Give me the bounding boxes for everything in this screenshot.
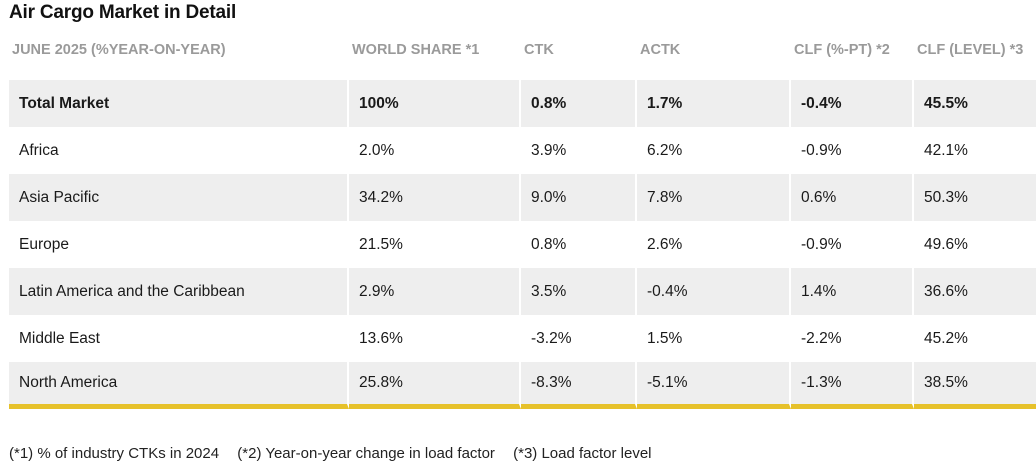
region-cell: Total Market bbox=[9, 80, 349, 127]
actk-cell: 1.5% bbox=[637, 315, 791, 362]
clf-level-cell: 50.3% bbox=[914, 174, 1036, 221]
ctk-cell: 3.9% bbox=[521, 127, 637, 174]
market-table: JUNE 2025 (%YEAR-ON-YEAR) WORLD SHARE *1… bbox=[9, 36, 1036, 409]
region-cell: Latin America and the Caribbean bbox=[9, 268, 349, 315]
region-cell: Middle East bbox=[9, 315, 349, 362]
ctk-cell: 3.5% bbox=[521, 268, 637, 315]
table-row-total-market: Total Market 100% 0.8% 1.7% -0.4% 45.5% bbox=[9, 80, 1036, 127]
clf-level-cell: 49.6% bbox=[914, 221, 1036, 268]
actk-cell: -0.4% bbox=[637, 268, 791, 315]
clf-level-cell: 38.5% bbox=[914, 362, 1036, 409]
spacer-cell bbox=[9, 69, 1036, 80]
footnote-2: (*2) Year-on-year change in load factor bbox=[237, 445, 495, 462]
region-cell: Africa bbox=[9, 127, 349, 174]
column-header-world-share: WORLD SHARE *1 bbox=[352, 42, 480, 58]
clf-pt-cell: -1.3% bbox=[791, 362, 914, 409]
clf-level-cell: 45.5% bbox=[914, 80, 1036, 127]
region-cell: North America bbox=[9, 362, 349, 409]
clf-level-cell: 42.1% bbox=[914, 127, 1036, 174]
table-row: Middle East 13.6% -3.2% 1.5% -2.2% 45.2% bbox=[9, 315, 1036, 362]
world-share-cell: 21.5% bbox=[349, 221, 521, 268]
footnote-3: (*3) Load factor level bbox=[513, 445, 652, 462]
clf-level-cell: 36.6% bbox=[914, 268, 1036, 315]
clf-pt-cell: 0.6% bbox=[791, 174, 914, 221]
table-row: Europe 21.5% 0.8% 2.6% -0.9% 49.6% bbox=[9, 221, 1036, 268]
ctk-cell: 0.8% bbox=[521, 221, 637, 268]
actk-cell: -5.1% bbox=[637, 362, 791, 409]
actk-cell: 1.7% bbox=[637, 80, 791, 127]
actk-cell: 6.2% bbox=[637, 127, 791, 174]
page-title: Air Cargo Market in Detail bbox=[9, 2, 237, 23]
region-cell: Europe bbox=[9, 221, 349, 268]
actk-cell: 2.6% bbox=[637, 221, 791, 268]
column-header-period: JUNE 2025 (%YEAR-ON-YEAR) bbox=[12, 42, 226, 58]
ctk-cell: -8.3% bbox=[521, 362, 637, 409]
clf-pt-cell: -0.9% bbox=[791, 127, 914, 174]
actk-cell: 7.8% bbox=[637, 174, 791, 221]
header-spacer bbox=[9, 69, 1036, 80]
market-table-container: JUNE 2025 (%YEAR-ON-YEAR) WORLD SHARE *1… bbox=[9, 36, 1036, 409]
table-row: North America 25.8% -8.3% -5.1% -1.3% 38… bbox=[9, 362, 1036, 409]
clf-pt-cell: -0.9% bbox=[791, 221, 914, 268]
clf-pt-cell: -0.4% bbox=[791, 80, 914, 127]
clf-level-cell: 45.2% bbox=[914, 315, 1036, 362]
column-header-ctk: CTK bbox=[524, 42, 554, 58]
column-header-actk: ACTK bbox=[640, 42, 681, 58]
world-share-cell: 34.2% bbox=[349, 174, 521, 221]
world-share-cell: 25.8% bbox=[349, 362, 521, 409]
table-row: Asia Pacific 34.2% 9.0% 7.8% 0.6% 50.3% bbox=[9, 174, 1036, 221]
column-header-clf-pt: CLF (%-PT) *2 bbox=[794, 42, 890, 58]
table-row: Latin America and the Caribbean 2.9% 3.5… bbox=[9, 268, 1036, 315]
world-share-cell: 2.0% bbox=[349, 127, 521, 174]
clf-pt-cell: 1.4% bbox=[791, 268, 914, 315]
ctk-cell: 9.0% bbox=[521, 174, 637, 221]
world-share-cell: 2.9% bbox=[349, 268, 521, 315]
column-header-clf-level: CLF (LEVEL) *3 bbox=[917, 42, 1024, 58]
table-header-row: JUNE 2025 (%YEAR-ON-YEAR) WORLD SHARE *1… bbox=[9, 36, 1036, 69]
world-share-cell: 13.6% bbox=[349, 315, 521, 362]
ctk-cell: -3.2% bbox=[521, 315, 637, 362]
region-cell: Asia Pacific bbox=[9, 174, 349, 221]
footnote-1: (*1) % of industry CTKs in 2024 bbox=[9, 445, 220, 462]
clf-pt-cell: -2.2% bbox=[791, 315, 914, 362]
footnotes: (*1) % of industry CTKs in 2024 (*2) Yea… bbox=[9, 445, 666, 462]
ctk-cell: 0.8% bbox=[521, 80, 637, 127]
table-row: Africa 2.0% 3.9% 6.2% -0.9% 42.1% bbox=[9, 127, 1036, 174]
world-share-cell: 100% bbox=[349, 80, 521, 127]
